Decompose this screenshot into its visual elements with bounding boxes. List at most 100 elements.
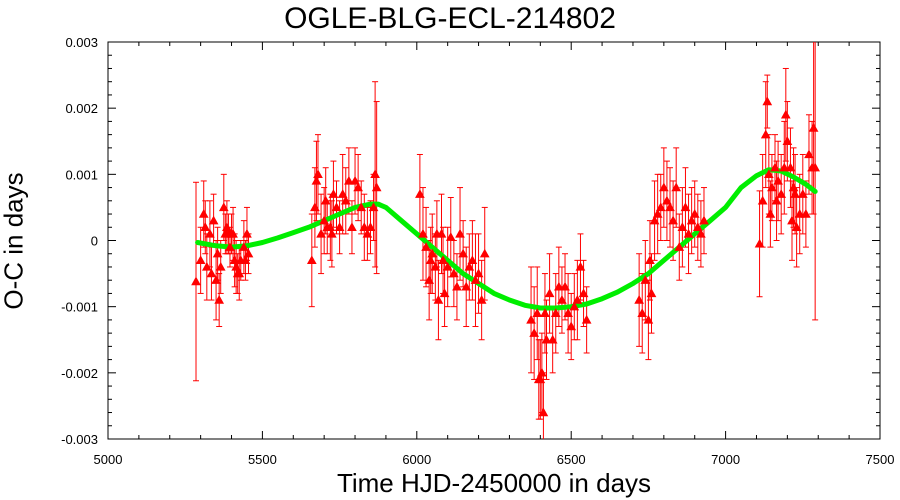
data-point [765, 209, 776, 218]
data-point [767, 182, 777, 192]
x-tick-label: 7500 [866, 452, 895, 467]
y-tick-label: 0 [91, 234, 98, 249]
y-tick-label: 0.003 [65, 35, 98, 50]
data-point [334, 222, 345, 231]
y-tick-label: -0.003 [61, 432, 98, 447]
data-point [683, 228, 694, 238]
data-point [418, 228, 428, 238]
data-point [581, 314, 592, 324]
data-point [368, 202, 379, 212]
data-point [215, 261, 226, 271]
y-tick-label: 0.002 [65, 101, 98, 116]
data-point [658, 182, 669, 192]
data-point [760, 129, 771, 139]
data-point [206, 268, 217, 278]
data-point [801, 209, 811, 218]
data-point [776, 189, 787, 198]
data-point [547, 334, 558, 344]
data-point [458, 248, 468, 258]
data-point [557, 295, 567, 304]
data-point [770, 162, 780, 172]
data-point [569, 301, 580, 311]
data-point [780, 109, 791, 119]
data-point [461, 281, 472, 291]
data-point [222, 222, 232, 231]
data-point [532, 308, 543, 317]
data-point [538, 407, 549, 417]
data-point [529, 328, 539, 337]
data-point [779, 162, 790, 172]
data-point [370, 169, 380, 179]
y-tick-label: 0.001 [65, 167, 98, 182]
data-point [464, 261, 475, 271]
data-point [455, 228, 465, 238]
data-point [438, 255, 448, 265]
data-point [785, 162, 796, 172]
data-point [808, 122, 819, 132]
data-point [575, 261, 586, 271]
data-point [544, 288, 555, 298]
data-point [671, 182, 682, 192]
data-point [665, 202, 675, 212]
data-point [306, 255, 317, 265]
data-point [662, 195, 672, 205]
data-point [686, 215, 697, 225]
data-point [231, 261, 242, 271]
data-point [234, 268, 245, 278]
y-tick-label: -0.001 [61, 300, 98, 315]
y-tick-label: -0.002 [61, 366, 98, 381]
data-point [427, 248, 438, 258]
data-point [337, 189, 348, 198]
data-point [328, 189, 339, 198]
data-point [424, 275, 435, 284]
data-point [762, 96, 773, 106]
data-point [211, 275, 221, 284]
data-point [699, 215, 709, 225]
data-point [637, 308, 648, 317]
data-point [773, 175, 783, 185]
data-point [649, 215, 660, 225]
data-point [229, 255, 240, 265]
data-point [794, 209, 805, 218]
data-point [680, 202, 691, 212]
fit-curve [195, 167, 818, 311]
data-point [754, 238, 765, 248]
x-tick-label: 6000 [402, 452, 431, 467]
data-point [205, 228, 215, 238]
data-point [214, 295, 225, 304]
data-point [804, 149, 814, 159]
data-point [433, 295, 444, 304]
fit-curve-group [195, 167, 818, 311]
data-point [643, 314, 654, 324]
data-point [240, 255, 251, 265]
data-point [560, 281, 570, 291]
data-point [201, 261, 212, 271]
data-point [242, 228, 252, 238]
data-point [553, 281, 564, 291]
y-axis-label: O-C in days [0, 172, 29, 310]
data-point [791, 222, 802, 231]
data-point [473, 268, 484, 278]
data-point [763, 169, 774, 179]
data-point [535, 374, 546, 384]
chart-title: OGLE-BLG-ECL-214802 [284, 2, 616, 35]
data-point [430, 261, 441, 271]
data-point [787, 215, 797, 225]
data-point [365, 222, 376, 231]
data-point [467, 255, 478, 265]
data-point [195, 255, 206, 265]
x-axis-label: Time HJD-2450000 in days [336, 468, 652, 498]
data-point [470, 275, 481, 284]
data-point [347, 222, 357, 231]
data-point [782, 136, 793, 145]
data-point [208, 215, 219, 225]
data-point [350, 175, 360, 185]
data-point [652, 209, 663, 218]
data-point [212, 248, 223, 258]
data-point [449, 268, 459, 278]
data-point [646, 288, 657, 298]
data-point [439, 288, 450, 298]
data-point [239, 242, 249, 251]
data-point [331, 202, 342, 212]
data-point [566, 321, 577, 331]
